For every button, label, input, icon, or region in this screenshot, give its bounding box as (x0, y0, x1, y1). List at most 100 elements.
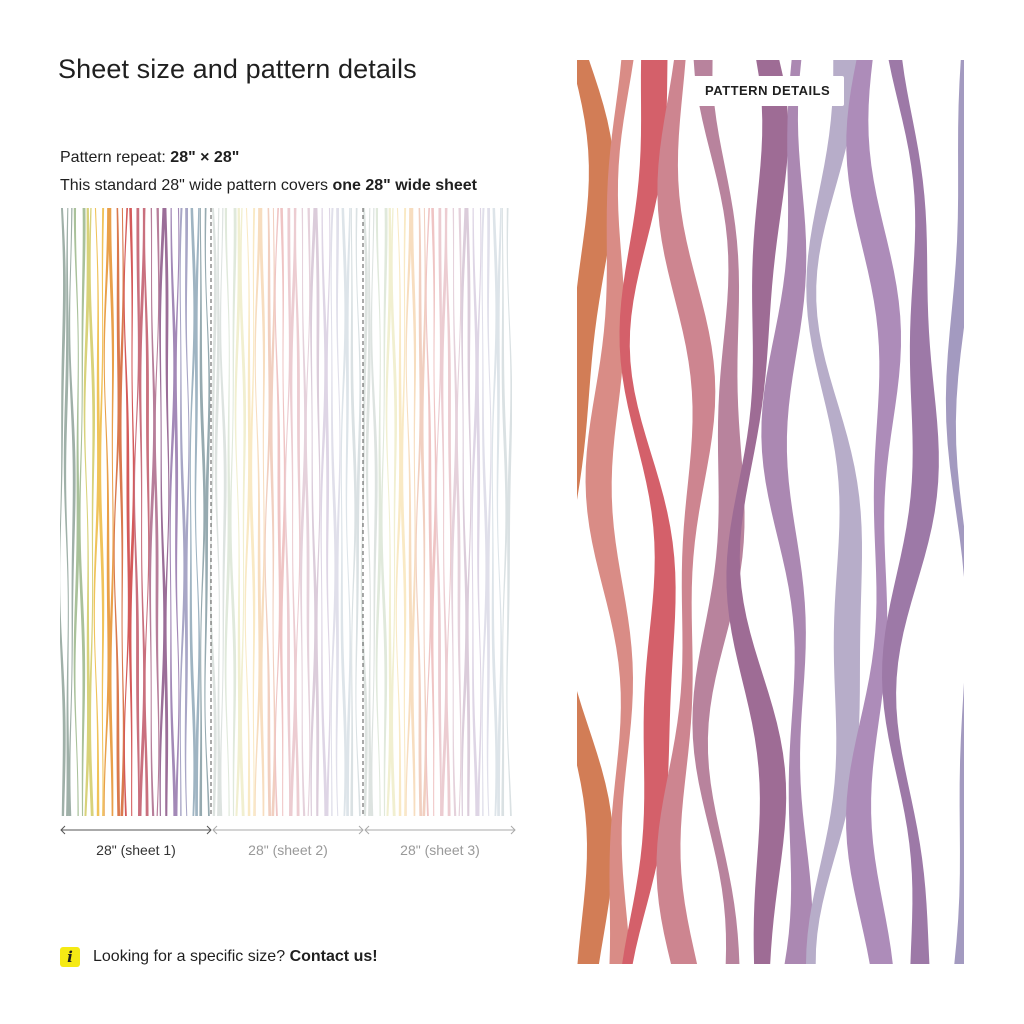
mini-stripe (93, 208, 100, 816)
mini-stripe (506, 208, 512, 816)
pattern-stripe (577, 60, 615, 964)
mini-stripe (174, 208, 180, 816)
mini-stripe (154, 208, 160, 816)
contact-link[interactable]: Contact us! (289, 948, 378, 965)
mini-stripe (73, 208, 80, 816)
sheet-1-pattern (60, 208, 211, 816)
mini-stripe (415, 208, 423, 816)
mini-stripe (461, 208, 469, 816)
mini-stripe (335, 208, 341, 816)
mini-stripe (476, 208, 482, 816)
pattern-stripe (656, 60, 716, 964)
mini-stripe (179, 208, 187, 816)
mini-stripe (78, 208, 86, 816)
mini-stripe (430, 208, 437, 816)
mini-stripe (68, 208, 76, 816)
pattern-stripe (945, 60, 964, 964)
mini-stripe (340, 208, 348, 816)
mini-stripe (284, 208, 291, 816)
pattern-sheets-preview (60, 208, 512, 816)
sheet-2-pattern (209, 208, 362, 816)
mini-stripe (214, 208, 221, 816)
mini-stripe (244, 208, 251, 816)
mini-stripe (410, 208, 417, 816)
mini-stripe (466, 208, 472, 816)
mini-stripe (113, 208, 121, 816)
contact-note: i Looking for a specific size? Contact u… (60, 947, 378, 967)
mini-stripe (310, 208, 318, 816)
page-title: Sheet size and pattern details (58, 54, 417, 84)
mini-stripe (269, 208, 276, 816)
mini-stripe (234, 208, 241, 816)
mini-stripe (375, 208, 382, 816)
pattern-detail-image (577, 60, 964, 964)
mini-stripe (380, 208, 388, 816)
sheet-3-dimension: 28" (sheet 3) (364, 820, 516, 860)
mini-stripe (395, 208, 402, 816)
mini-stripe (390, 208, 398, 816)
mini-stripe (249, 208, 256, 816)
mini-stripe (345, 208, 352, 816)
mini-stripe (103, 208, 111, 816)
pattern-repeat: Pattern repeat: 28" × 28" (60, 149, 240, 166)
mini-stripe (315, 208, 321, 816)
mini-stripe (294, 208, 301, 816)
mini-stripe (199, 208, 206, 816)
mini-stripe (405, 208, 413, 816)
pattern-stripe (726, 60, 789, 964)
mini-stripe (194, 208, 201, 816)
pattern-stripe (882, 60, 939, 964)
mini-stripe (123, 208, 131, 816)
mini-stripe (264, 208, 272, 816)
mini-stripe (501, 208, 508, 816)
mini-stripe (385, 208, 392, 816)
pattern-stripe (692, 60, 745, 964)
mini-stripe (279, 208, 286, 816)
mini-stripe (481, 208, 489, 816)
mini-stripe (350, 208, 357, 816)
mini-stripe (400, 208, 407, 816)
mini-stripe (259, 208, 266, 816)
pattern-details-badge: PATTERN DETAILS (691, 76, 845, 106)
mini-stripe (164, 208, 170, 816)
mini-stripe (219, 208, 227, 816)
pattern-stripe (619, 60, 676, 964)
mini-stripe (300, 208, 307, 816)
mini-stripe (118, 208, 125, 816)
mini-stripe (330, 208, 338, 816)
sheet-1-dimension: 28" (sheet 1) (60, 820, 212, 860)
mini-stripe (451, 208, 458, 816)
pattern-stripe (846, 60, 901, 964)
mini-stripe (355, 208, 362, 816)
mini-stripe (229, 208, 237, 816)
mini-stripe (98, 208, 105, 816)
pattern-stripe (585, 60, 634, 964)
mini-stripe (370, 208, 378, 816)
pattern-stripe (806, 60, 862, 964)
mini-stripe (143, 208, 150, 816)
mini-stripe (435, 208, 442, 816)
mini-stripe (108, 208, 115, 816)
mini-stripe (486, 208, 492, 816)
mini-stripe (128, 208, 135, 816)
mini-stripe (425, 208, 433, 816)
mini-stripe (274, 208, 282, 816)
mini-stripe (63, 208, 70, 816)
mini-stripe (440, 208, 448, 816)
mini-stripe (204, 208, 211, 816)
info-icon: i (60, 947, 80, 967)
mini-stripe (169, 208, 177, 816)
mini-stripe (320, 208, 328, 816)
mini-stripe (88, 208, 96, 816)
mini-stripe (456, 208, 462, 816)
mini-stripe (471, 208, 479, 816)
mini-stripe (491, 208, 499, 816)
mini-stripe (189, 208, 197, 816)
mini-stripe (289, 208, 297, 816)
mini-stripe (496, 208, 503, 816)
mini-stripe (149, 208, 156, 816)
mini-stripe (224, 208, 231, 816)
mini-stripe (133, 208, 140, 816)
pattern-stripe (761, 60, 813, 964)
mini-stripe (254, 208, 262, 816)
